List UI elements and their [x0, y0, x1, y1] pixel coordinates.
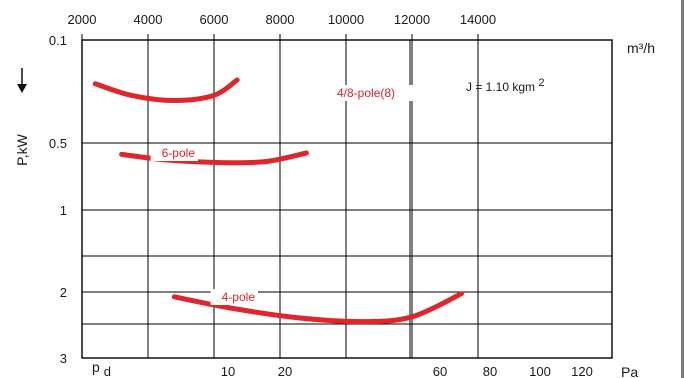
flow-tick-label: 8000 [266, 12, 295, 27]
pressure-axis-unit: Pa [621, 364, 638, 378]
curve-series: 4/8-pole(8) 6-pole 4-pole [92, 77, 464, 325]
curve-label-bg [334, 85, 416, 101]
pressure-tick-label: 10 [221, 364, 235, 378]
curve-label: 4-pole [222, 290, 256, 304]
curve-label: 4/8-pole(8) [337, 86, 395, 100]
flow-tick-label: 4000 [134, 12, 163, 27]
flow-tick-label: 6000 [200, 12, 229, 27]
pressure-symbol-letter: p [92, 359, 100, 375]
flow-tick-label: 14000 [460, 12, 496, 27]
curve-label-bg [210, 289, 258, 305]
grid-lines [82, 40, 612, 358]
pressure-tick-label: 120 [571, 364, 593, 378]
window-edge [681, 0, 684, 378]
curve-line [171, 291, 464, 325]
plot-frame [81, 39, 613, 359]
inertia-superscript: 2 [538, 77, 544, 89]
pressure-tick-label: 20 [278, 364, 292, 378]
power-axis-title: P,kW [14, 68, 30, 166]
pressure-tick-label: 80 [483, 364, 497, 378]
pressure-symbol-subscript: d [104, 364, 111, 378]
flow-tick-label: 10000 [328, 12, 364, 27]
curve-label: 6-pole [162, 146, 196, 160]
power-tick-label: 3 [60, 351, 67, 366]
flow-tick-label: 2000 [68, 12, 97, 27]
pressure-tick-label: 60 [433, 364, 447, 378]
curve-label-bg [150, 145, 198, 161]
pressure-tick-label: 100 [529, 364, 551, 378]
power-tick-label: 2 [60, 285, 67, 300]
power-tick-label: 0.1 [49, 33, 67, 48]
power-tick-label: 0.5 [49, 136, 67, 151]
inertia-annotation: J = 1.10 kgm 2 [466, 77, 545, 94]
arrow-head-icon [17, 84, 27, 93]
pressure-symbol: p d [92, 359, 111, 378]
power-axis-label: P,kW [14, 133, 30, 165]
power-tick-label: 1 [60, 203, 67, 218]
flow-axis-ticks: 2000 4000 6000 8000 10000 12000 14000 [68, 12, 496, 40]
curve-line [119, 150, 309, 166]
pressure-axis-ticks: 10 20 60 80 100 120 [221, 364, 593, 378]
flow-axis-unit: m³/h [627, 40, 655, 56]
inertia-text: J = 1.10 kgm [466, 80, 535, 94]
power-axis-ticks: 0.1 0.5 1 2 3 [49, 33, 67, 366]
flow-tick-label: 12000 [394, 12, 430, 27]
curve-line [92, 77, 240, 104]
